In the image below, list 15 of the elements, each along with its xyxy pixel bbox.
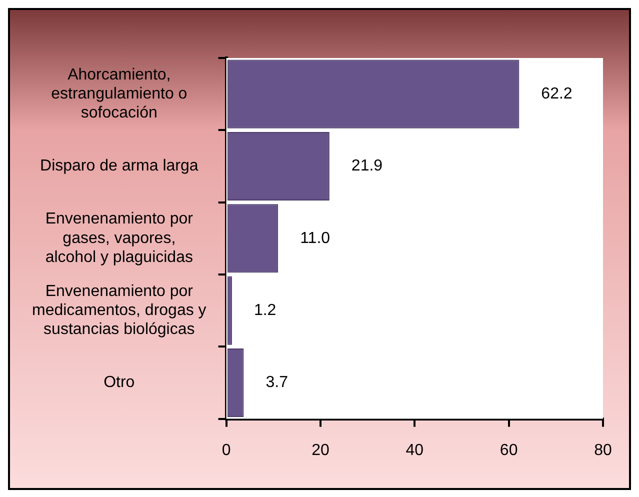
y-tick-label: Envenenamiento por medicamentos, drogas y sustancias biológicas [32, 282, 206, 338]
data-label: 1.2 [254, 302, 276, 319]
y-tick-label: Otro [104, 374, 135, 392]
y-tick-label: Disparo de arma larga [40, 158, 198, 175]
x-tick-label: 40 [406, 442, 424, 459]
x-tick-label: 80 [594, 442, 612, 459]
data-label: 21.9 [351, 158, 383, 175]
y-tick-label: Envenenamiento por gases, vapores, alcohol y plaguicidas [45, 210, 194, 266]
data-label: 62.2 [541, 85, 572, 102]
x-tick-label: 0 [222, 442, 231, 459]
y-tick-label: Ahorcamiento, estrangulamiento o sofocación [51, 66, 188, 122]
data-label: 3.7 [266, 374, 288, 392]
x-tick-label: 20 [312, 442, 330, 459]
data-label: 11.0 [300, 230, 330, 247]
x-tick-label: 60 [500, 442, 518, 459]
